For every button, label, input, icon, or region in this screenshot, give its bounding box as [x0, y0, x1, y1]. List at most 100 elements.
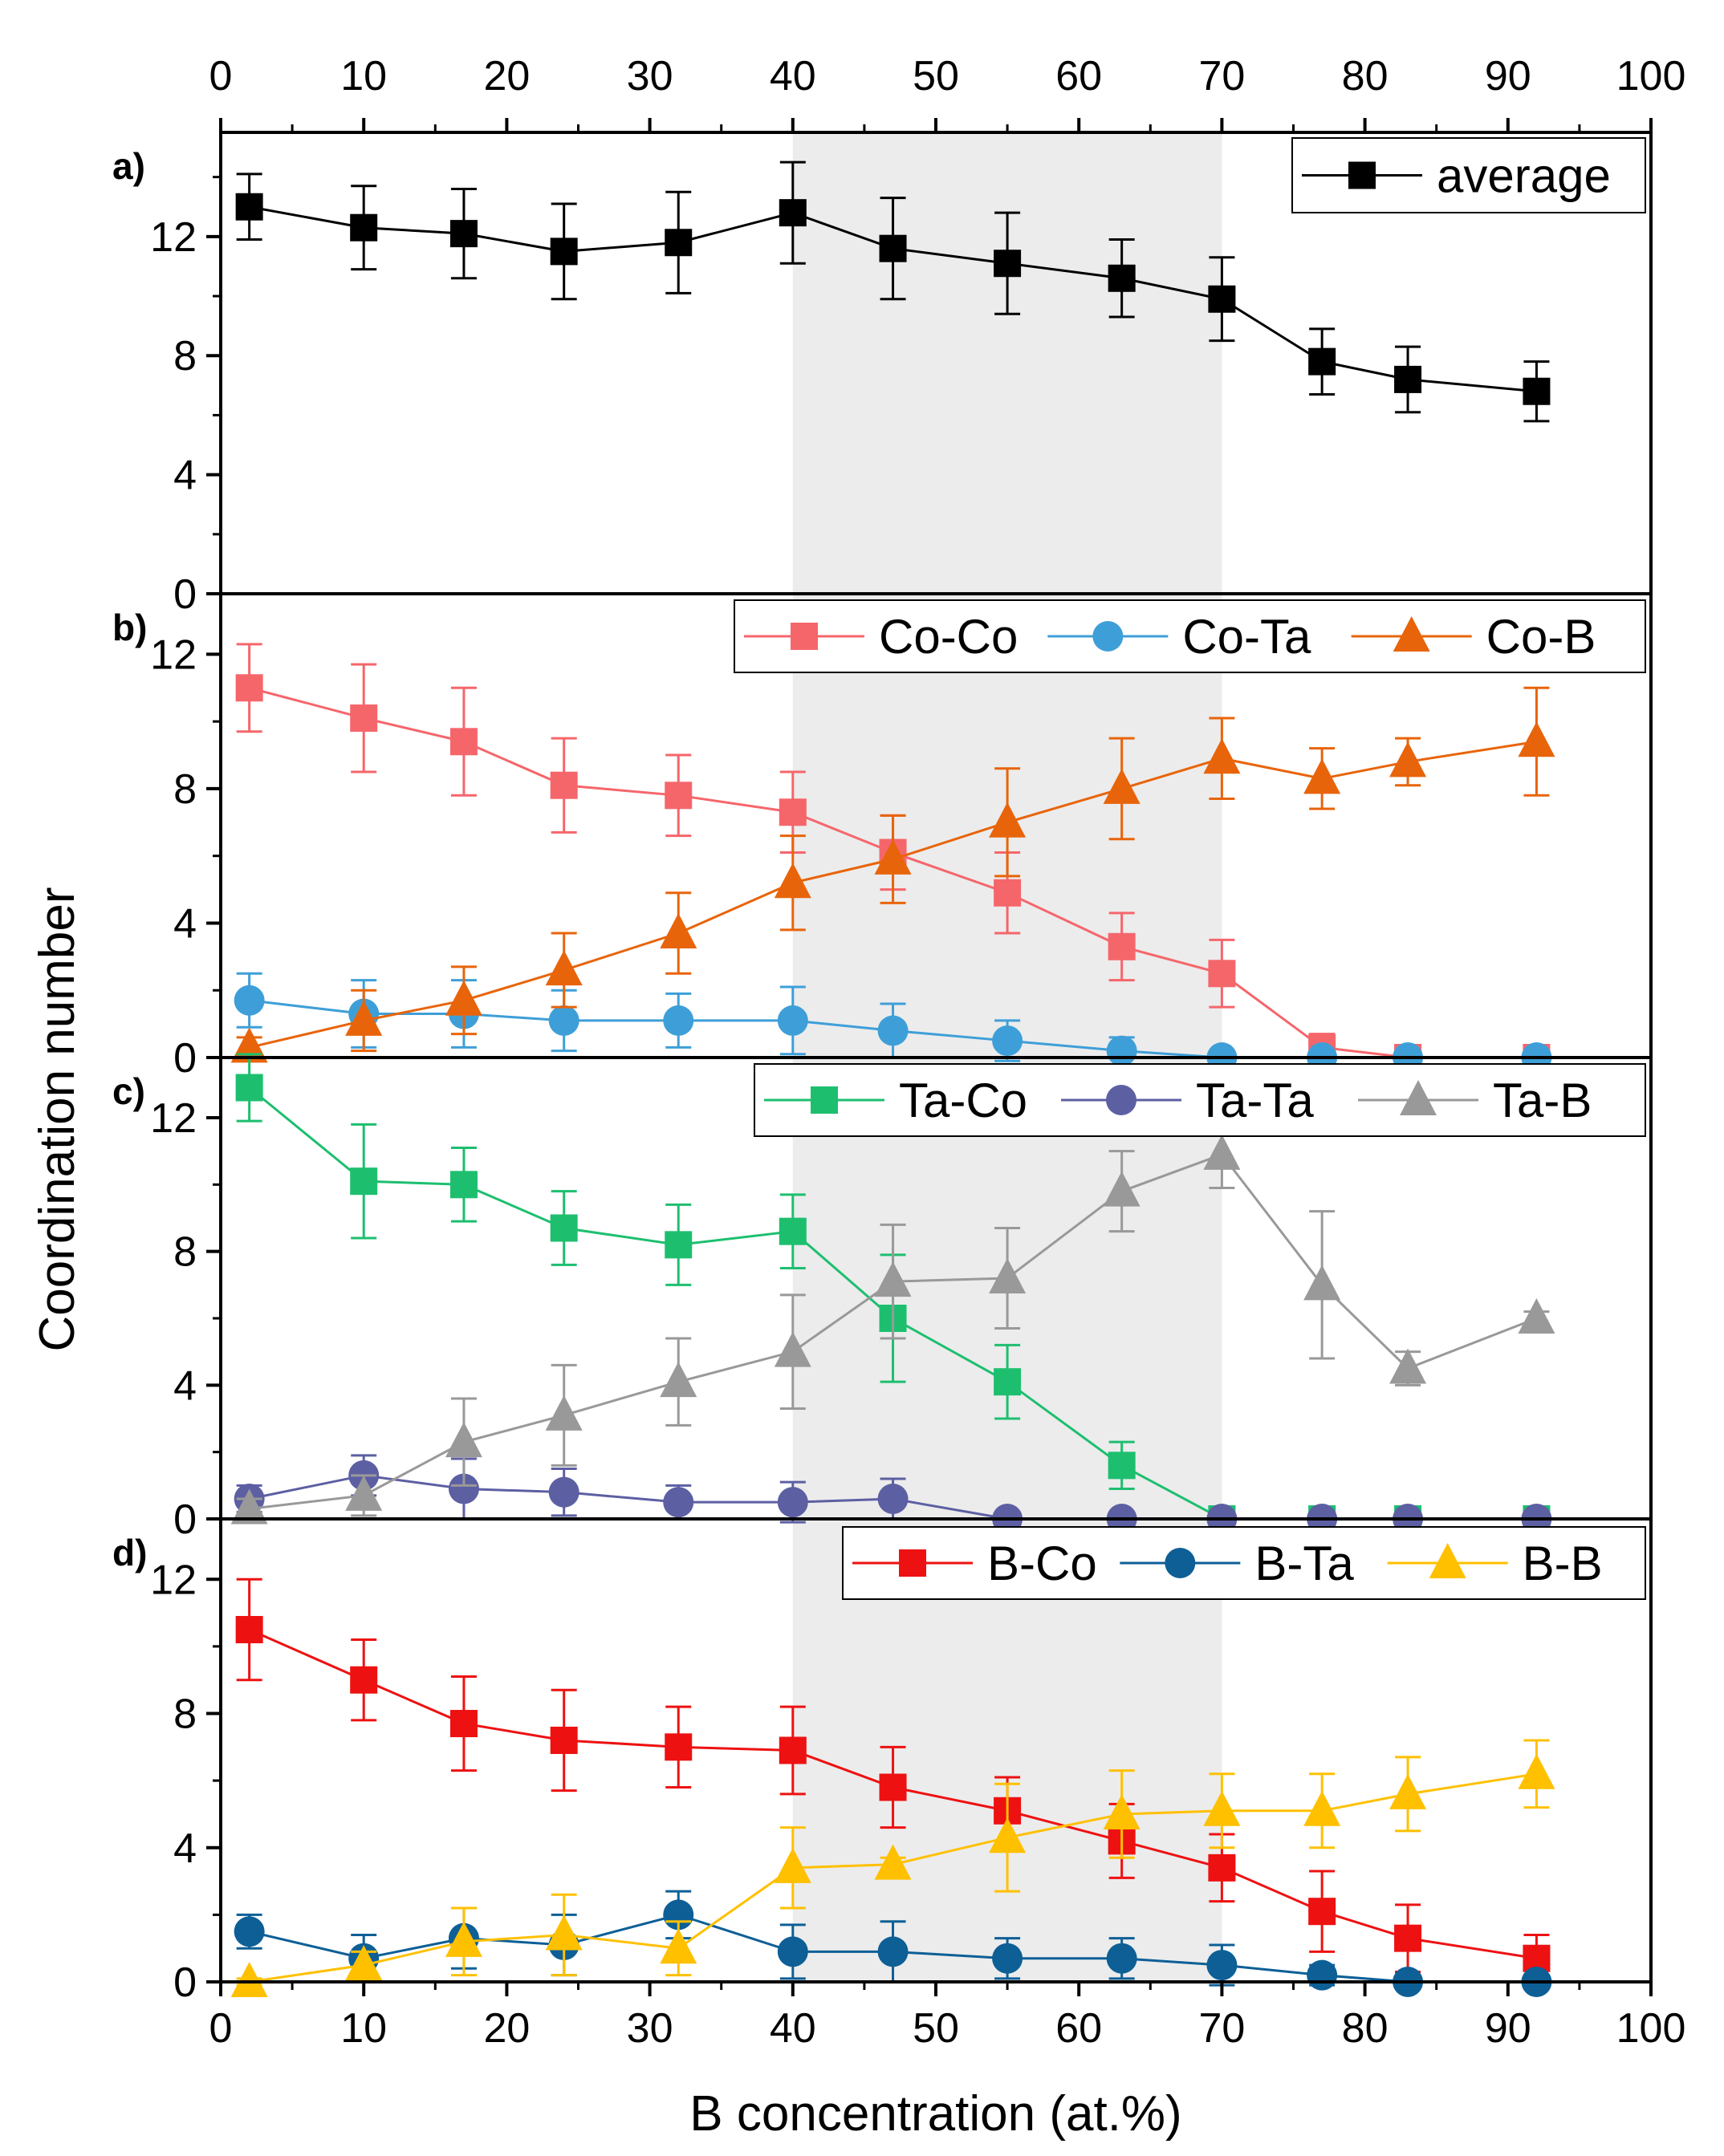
data-point: [449, 1171, 478, 1199]
legend-panel-1: average: [1291, 137, 1646, 213]
panel-1: [235, 160, 1551, 423]
data-point: [994, 1368, 1022, 1396]
data-point: [1394, 1924, 1422, 1952]
data-point: [774, 1847, 811, 1883]
series-b-b: [230, 1739, 1555, 1997]
data-point: [545, 1395, 583, 1431]
y-tick-label: 4: [173, 453, 197, 499]
data-point: [874, 1261, 912, 1297]
data-point: [992, 1943, 1023, 1974]
data-point: [665, 229, 693, 257]
x-tick-label-top: 90: [1485, 53, 1531, 99]
legend-box: [842, 1526, 1646, 1600]
x-tick-label-bottom: 60: [1055, 2005, 1102, 2052]
data-point: [1523, 377, 1551, 405]
data-point: [449, 728, 478, 756]
legend-label: Co-B: [1486, 610, 1596, 664]
data-point: [548, 1005, 579, 1036]
data-point: [665, 1231, 693, 1259]
x-tick-label-bottom: 40: [770, 2005, 816, 2052]
legend-label: B-Co: [987, 1537, 1097, 1590]
legend-entry-b-ta: B-Ta: [1120, 1537, 1354, 1590]
data-point: [1106, 1035, 1137, 1066]
data-point: [660, 1362, 697, 1398]
x-tick-label-bottom: 30: [627, 2005, 673, 2052]
y-tick-label: 0: [173, 1959, 197, 2006]
legend-marker: [1348, 161, 1376, 189]
data-point: [663, 1487, 694, 1518]
series-average: [235, 160, 1551, 423]
y-tick-label: 0: [173, 571, 197, 618]
legend-marker: [899, 1549, 926, 1577]
legend-marker: [1400, 1080, 1437, 1115]
x-tick-label-top: 40: [770, 53, 816, 99]
data-point: [345, 1475, 383, 1511]
data-point: [1389, 741, 1427, 778]
data-point: [1203, 738, 1241, 774]
x-tick-label-bottom: 50: [913, 2005, 959, 2052]
data-point: [545, 1914, 583, 1951]
legend-label: Ta-Co: [899, 1074, 1027, 1127]
panel-3: [230, 1053, 1555, 1534]
data-point: [350, 1666, 378, 1694]
data-point: [1206, 1950, 1238, 1981]
panels-layer: [230, 160, 1555, 1997]
data-point: [345, 1000, 383, 1036]
data-point: [777, 1936, 808, 1967]
panel-4: [230, 1577, 1555, 1997]
x-tick-label-top: 60: [1055, 53, 1102, 99]
data-point: [879, 1773, 907, 1801]
data-point: [1108, 1452, 1136, 1480]
data-point: [1108, 264, 1136, 292]
data-point: [1389, 1348, 1427, 1384]
data-point: [1203, 1790, 1241, 1826]
data-point: [1208, 1854, 1236, 1882]
legend-entry-average: average: [1302, 149, 1611, 203]
legend-label: B-Ta: [1254, 1537, 1354, 1590]
panel-label: c): [112, 1070, 145, 1112]
data-point: [1303, 1790, 1341, 1826]
data-point: [1518, 1753, 1555, 1789]
y-tick-label: 4: [173, 1825, 197, 1872]
data-point: [449, 220, 478, 248]
data-point: [350, 704, 378, 732]
legend-marker: [1106, 1085, 1136, 1115]
data-point: [874, 1844, 912, 1880]
data-point: [660, 913, 697, 949]
x-tick-label-top: 30: [627, 53, 673, 99]
panel-label: a): [112, 145, 145, 187]
data-point: [774, 863, 811, 899]
data-point: [1308, 347, 1336, 376]
data-point: [1103, 1171, 1141, 1207]
data-point: [350, 213, 378, 242]
data-point: [234, 1916, 265, 1947]
data-point: [235, 193, 263, 221]
x-tick-label-top: 100: [1616, 53, 1686, 99]
legend-panel-2: Co-Co Co-Ta Co-B: [734, 599, 1646, 673]
data-point: [1518, 1298, 1555, 1334]
legend-marker: [1092, 621, 1124, 652]
x-tick-label-top: 50: [913, 53, 959, 99]
data-point: [877, 1484, 909, 1514]
y-tick-label: 12: [150, 631, 197, 678]
series-co-b: [230, 686, 1555, 1063]
y-tick-label: 0: [173, 1496, 197, 1543]
y-tick-label: 8: [173, 1229, 197, 1276]
data-point: [1103, 768, 1141, 804]
y-tick-label: 0: [173, 1035, 197, 1082]
legend-marker: [1429, 1543, 1466, 1578]
legend-label: Co-Co: [879, 610, 1018, 664]
data-point: [665, 782, 693, 810]
y-tick-label: 8: [173, 1691, 197, 1738]
y-tick-label: 12: [150, 214, 197, 261]
y-axis-title: Coordination number: [30, 887, 85, 1351]
data-point: [660, 1928, 697, 1964]
y-tick-label: 4: [173, 1362, 197, 1409]
y-tick-label: 12: [150, 1557, 197, 1603]
data-point: [1208, 285, 1236, 313]
data-point: [1303, 758, 1341, 794]
data-point: [550, 238, 578, 266]
legend-label: Co-Ta: [1182, 610, 1311, 664]
data-point: [874, 838, 912, 875]
